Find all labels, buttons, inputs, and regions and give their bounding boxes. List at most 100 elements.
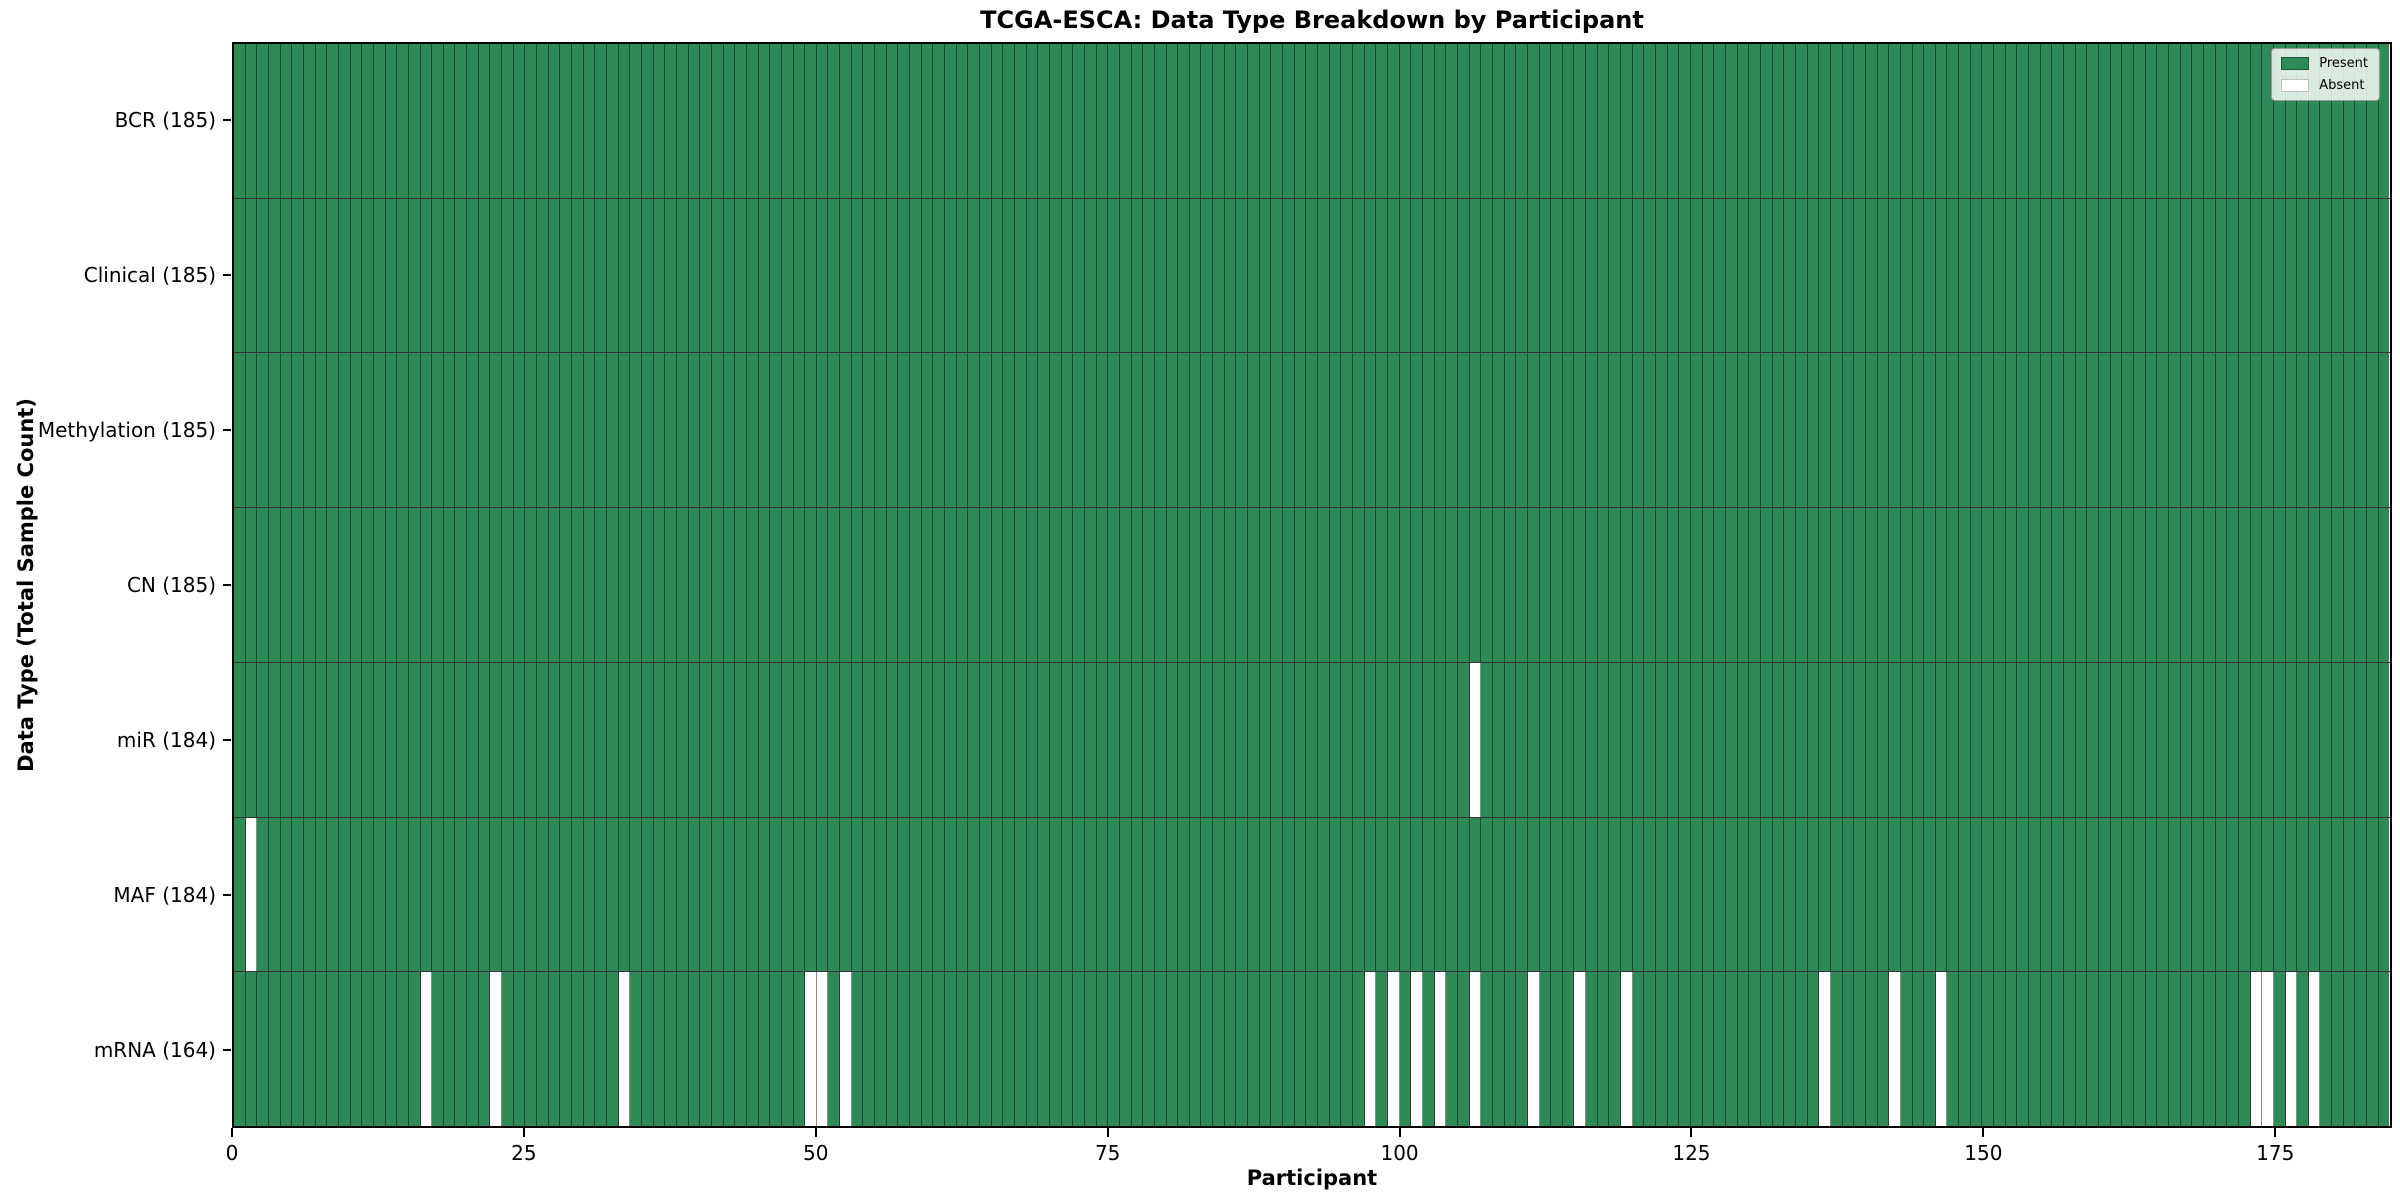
- heatmap-cell: [385, 44, 398, 198]
- heatmap-cell: [2378, 817, 2390, 972]
- heatmap-cell: [2378, 198, 2390, 353]
- heatmap-cell: [980, 817, 992, 972]
- heatmap-cell: [1189, 353, 1202, 508]
- heatmap-cell: [1084, 44, 1097, 198]
- heatmap-cell: [1539, 972, 1552, 1127]
- heatmap-cell: [2343, 198, 2356, 353]
- heatmap-cell: [2262, 972, 2274, 1127]
- heatmap-cell: [2297, 353, 2309, 508]
- heatmap-cell: [2332, 353, 2344, 508]
- heatmap-cell: [1446, 972, 1458, 1127]
- heatmap-cell: [630, 198, 642, 353]
- heatmap-cell: [513, 817, 526, 972]
- x-tick-label-25: 25: [511, 1141, 537, 1165]
- heatmap-cell: [840, 508, 852, 662]
- heatmap-cell: [2320, 353, 2333, 508]
- heatmap-cell: [513, 198, 526, 353]
- heatmap-cell: [2297, 972, 2309, 1127]
- heatmap-cell: [1714, 44, 1726, 198]
- heatmap-cell: [1178, 972, 1190, 1127]
- heatmap-cell: [863, 353, 876, 508]
- heatmap-cell: [2367, 508, 2379, 662]
- heatmap-cell: [2238, 353, 2251, 508]
- heatmap-cell: [2064, 817, 2076, 972]
- heatmap-cell: [2040, 972, 2053, 1127]
- heatmap-cell: [1900, 972, 1913, 1127]
- heatmap-cell: [2145, 972, 2158, 1127]
- heatmap-cell: [1586, 817, 1598, 972]
- heatmap-cell: [2168, 972, 2181, 1127]
- heatmap-cell: [2087, 972, 2099, 1127]
- heatmap-cell: [1597, 353, 1610, 508]
- heatmap-cell: [1457, 44, 1470, 198]
- heatmap-cell: [1854, 817, 1866, 972]
- heatmap-cell: [1224, 662, 1237, 817]
- heatmap-cell: [665, 972, 677, 1127]
- heatmap-cell: [1294, 198, 1307, 353]
- heatmap-cell: [1551, 198, 1563, 353]
- heatmap-cell: [1096, 817, 1109, 972]
- x-tick-label-150: 150: [1964, 1141, 2003, 1165]
- heatmap-cell: [1353, 508, 1365, 662]
- heatmap-cell: [1131, 353, 1144, 508]
- heatmap-cell: [1469, 972, 1482, 1127]
- heatmap-cell: [1119, 817, 1132, 972]
- heatmap-cell: [478, 508, 491, 662]
- heatmap-cell: [1691, 44, 1703, 198]
- heatmap-cell: [665, 353, 677, 508]
- heatmap-cell: [338, 817, 351, 972]
- heatmap-cell: [1889, 353, 1901, 508]
- heatmap-cell: [1084, 817, 1097, 972]
- heatmap-cell: [945, 353, 957, 508]
- heatmap-cell: [1527, 198, 1540, 353]
- heatmap-cell: [2005, 353, 2018, 508]
- heatmap-cell: [1807, 662, 1820, 817]
- heatmap-cell: [1061, 508, 1074, 662]
- heatmap-cell: [1621, 353, 1633, 508]
- heatmap-cell: [1271, 508, 1284, 662]
- heatmap-cell: [1446, 662, 1458, 817]
- heatmap-cell: [1597, 198, 1610, 353]
- heatmap-cell: [2168, 662, 2181, 817]
- heatmap-cell: [968, 817, 980, 972]
- heatmap-cell: [1947, 972, 1960, 1127]
- heatmap-cell: [245, 353, 258, 508]
- heatmap-cell: [1795, 198, 1808, 353]
- heatmap-cell: [1084, 353, 1097, 508]
- heatmap-cell: [1294, 44, 1307, 198]
- heatmap-cell: [2367, 198, 2379, 353]
- heatmap-cell: [467, 817, 479, 972]
- heatmap-cell: [548, 508, 561, 662]
- heatmap-cell: [1236, 662, 1249, 817]
- heatmap-cell: [1434, 508, 1447, 662]
- heatmap-cell: [1609, 817, 1622, 972]
- heatmap-cell: [1632, 44, 1645, 198]
- heatmap-cell: [1737, 44, 1750, 198]
- heatmap-cell: [1329, 817, 1342, 972]
- heatmap-cell: [1248, 508, 1260, 662]
- heatmap-cell: [303, 972, 316, 1127]
- heatmap-cell: [653, 44, 666, 198]
- heatmap-cell: [1539, 353, 1552, 508]
- heatmap-cell: [350, 817, 363, 972]
- heatmap-cell: [455, 817, 468, 972]
- heatmap-cell: [1959, 972, 1971, 1127]
- heatmap-cell: [2087, 508, 2099, 662]
- heatmap-cell: [397, 44, 409, 198]
- heatmap-cell: [513, 44, 526, 198]
- heatmap-cell: [2110, 198, 2123, 353]
- heatmap-cell: [2075, 508, 2088, 662]
- heatmap-cell: [641, 44, 654, 198]
- heatmap-cell: [980, 662, 992, 817]
- heatmap-cell: [1446, 198, 1458, 353]
- heatmap-cell: [572, 198, 584, 353]
- heatmap-cell: [1947, 198, 1960, 353]
- heatmap-cell: [1061, 198, 1074, 353]
- heatmap-cell: [257, 817, 269, 972]
- heatmap-cell: [1900, 198, 1913, 353]
- heatmap-cell: [1469, 508, 1482, 662]
- heatmap-cell: [2262, 44, 2274, 198]
- heatmap-cell: [1492, 662, 1505, 817]
- heatmap-cell: [735, 662, 747, 817]
